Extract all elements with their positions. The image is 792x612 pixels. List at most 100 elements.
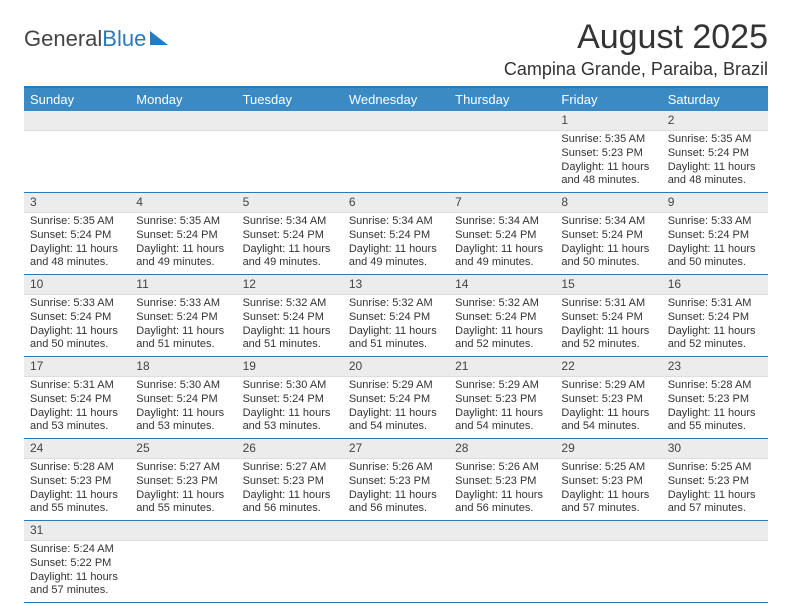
day-line-sr: Sunrise: 5:32 AM bbox=[243, 297, 337, 311]
calendar-cell: 2Sunrise: 5:35 AMSunset: 5:24 PMDaylight… bbox=[662, 111, 768, 193]
day-number: 14 bbox=[449, 275, 555, 295]
day-number bbox=[449, 111, 555, 131]
day-line-d1: Daylight: 11 hours bbox=[668, 161, 762, 175]
day-number: 28 bbox=[449, 439, 555, 459]
day-line-ss: Sunset: 5:24 PM bbox=[30, 311, 124, 325]
day-line-d2: and 53 minutes. bbox=[243, 420, 337, 434]
day-line-sr: Sunrise: 5:32 AM bbox=[455, 297, 549, 311]
calendar-cell: 27Sunrise: 5:26 AMSunset: 5:23 PMDayligh… bbox=[343, 439, 449, 521]
day-line-ss: Sunset: 5:24 PM bbox=[243, 393, 337, 407]
day-line-d1: Daylight: 11 hours bbox=[30, 243, 124, 257]
calendar-cell bbox=[555, 521, 661, 603]
day-line-ss: Sunset: 5:24 PM bbox=[136, 311, 230, 325]
month-title: August 2025 bbox=[504, 18, 768, 57]
day-line-ss: Sunset: 5:23 PM bbox=[561, 393, 655, 407]
day-number: 1 bbox=[555, 111, 661, 131]
column-header: Tuesday bbox=[237, 88, 343, 111]
day-line-sr: Sunrise: 5:33 AM bbox=[30, 297, 124, 311]
day-line-ss: Sunset: 5:22 PM bbox=[30, 557, 124, 571]
day-line-d2: and 52 minutes. bbox=[668, 338, 762, 352]
calendar-cell bbox=[237, 111, 343, 193]
page-header: GeneralBlue August 2025 Campina Grande, … bbox=[24, 18, 768, 80]
day-details: Sunrise: 5:31 AMSunset: 5:24 PMDaylight:… bbox=[555, 295, 661, 356]
day-line-sr: Sunrise: 5:31 AM bbox=[668, 297, 762, 311]
day-details: Sunrise: 5:31 AMSunset: 5:24 PMDaylight:… bbox=[24, 377, 130, 438]
day-details: Sunrise: 5:33 AMSunset: 5:24 PMDaylight:… bbox=[130, 295, 236, 356]
day-line-d1: Daylight: 11 hours bbox=[349, 325, 443, 339]
calendar-cell bbox=[343, 111, 449, 193]
logo: GeneralBlue bbox=[24, 18, 168, 52]
day-details: Sunrise: 5:33 AMSunset: 5:24 PMDaylight:… bbox=[24, 295, 130, 356]
day-line-ss: Sunset: 5:23 PM bbox=[455, 393, 549, 407]
calendar-cell: 23Sunrise: 5:28 AMSunset: 5:23 PMDayligh… bbox=[662, 357, 768, 439]
day-line-sr: Sunrise: 5:27 AM bbox=[243, 461, 337, 475]
day-line-d1: Daylight: 11 hours bbox=[349, 489, 443, 503]
calendar-row: 3Sunrise: 5:35 AMSunset: 5:24 PMDaylight… bbox=[24, 193, 768, 275]
calendar-cell: 9Sunrise: 5:33 AMSunset: 5:24 PMDaylight… bbox=[662, 193, 768, 275]
day-line-d2: and 57 minutes. bbox=[561, 502, 655, 516]
day-number bbox=[343, 111, 449, 131]
calendar-cell: 22Sunrise: 5:29 AMSunset: 5:23 PMDayligh… bbox=[555, 357, 661, 439]
day-line-ss: Sunset: 5:23 PM bbox=[136, 475, 230, 489]
day-line-d1: Daylight: 11 hours bbox=[243, 407, 337, 421]
day-line-d1: Daylight: 11 hours bbox=[30, 325, 124, 339]
calendar-cell: 4Sunrise: 5:35 AMSunset: 5:24 PMDaylight… bbox=[130, 193, 236, 275]
day-number: 7 bbox=[449, 193, 555, 213]
day-line-sr: Sunrise: 5:34 AM bbox=[561, 215, 655, 229]
calendar-cell: 20Sunrise: 5:29 AMSunset: 5:24 PMDayligh… bbox=[343, 357, 449, 439]
day-line-d1: Daylight: 11 hours bbox=[668, 489, 762, 503]
calendar-cell: 29Sunrise: 5:25 AMSunset: 5:23 PMDayligh… bbox=[555, 439, 661, 521]
day-number: 31 bbox=[24, 521, 130, 541]
day-line-d1: Daylight: 11 hours bbox=[561, 489, 655, 503]
day-number: 22 bbox=[555, 357, 661, 377]
calendar-cell bbox=[130, 521, 236, 603]
column-header: Sunday bbox=[24, 88, 130, 111]
calendar-cell: 3Sunrise: 5:35 AMSunset: 5:24 PMDaylight… bbox=[24, 193, 130, 275]
day-line-d1: Daylight: 11 hours bbox=[561, 243, 655, 257]
day-line-ss: Sunset: 5:23 PM bbox=[668, 475, 762, 489]
day-line-d2: and 52 minutes. bbox=[561, 338, 655, 352]
day-line-d1: Daylight: 11 hours bbox=[349, 243, 443, 257]
calendar-cell bbox=[130, 111, 236, 193]
day-line-d2: and 48 minutes. bbox=[668, 174, 762, 188]
calendar-cell: 8Sunrise: 5:34 AMSunset: 5:24 PMDaylight… bbox=[555, 193, 661, 275]
day-number: 2 bbox=[662, 111, 768, 131]
day-line-d1: Daylight: 11 hours bbox=[243, 243, 337, 257]
calendar-cell: 24Sunrise: 5:28 AMSunset: 5:23 PMDayligh… bbox=[24, 439, 130, 521]
day-line-ss: Sunset: 5:24 PM bbox=[455, 311, 549, 325]
day-number bbox=[237, 521, 343, 541]
calendar-row: 17Sunrise: 5:31 AMSunset: 5:24 PMDayligh… bbox=[24, 357, 768, 439]
calendar-cell bbox=[449, 111, 555, 193]
day-line-ss: Sunset: 5:24 PM bbox=[561, 229, 655, 243]
day-number: 19 bbox=[237, 357, 343, 377]
day-details: Sunrise: 5:27 AMSunset: 5:23 PMDaylight:… bbox=[237, 459, 343, 520]
day-line-d2: and 50 minutes. bbox=[30, 338, 124, 352]
calendar-cell: 28Sunrise: 5:26 AMSunset: 5:23 PMDayligh… bbox=[449, 439, 555, 521]
day-details: Sunrise: 5:27 AMSunset: 5:23 PMDaylight:… bbox=[130, 459, 236, 520]
day-number: 12 bbox=[237, 275, 343, 295]
day-line-sr: Sunrise: 5:34 AM bbox=[455, 215, 549, 229]
day-line-d1: Daylight: 11 hours bbox=[136, 243, 230, 257]
day-details: Sunrise: 5:34 AMSunset: 5:24 PMDaylight:… bbox=[237, 213, 343, 274]
day-number: 17 bbox=[24, 357, 130, 377]
day-line-ss: Sunset: 5:24 PM bbox=[30, 393, 124, 407]
calendar-cell bbox=[343, 521, 449, 603]
location-subtitle: Campina Grande, Paraiba, Brazil bbox=[504, 59, 768, 80]
calendar-cell: 16Sunrise: 5:31 AMSunset: 5:24 PMDayligh… bbox=[662, 275, 768, 357]
logo-part2: Blue bbox=[102, 26, 146, 51]
day-number: 25 bbox=[130, 439, 236, 459]
day-details: Sunrise: 5:25 AMSunset: 5:23 PMDaylight:… bbox=[662, 459, 768, 520]
day-details: Sunrise: 5:35 AMSunset: 5:24 PMDaylight:… bbox=[130, 213, 236, 274]
day-line-sr: Sunrise: 5:35 AM bbox=[30, 215, 124, 229]
day-details: Sunrise: 5:33 AMSunset: 5:24 PMDaylight:… bbox=[662, 213, 768, 274]
day-line-ss: Sunset: 5:24 PM bbox=[136, 393, 230, 407]
day-line-sr: Sunrise: 5:34 AM bbox=[349, 215, 443, 229]
calendar-cell bbox=[449, 521, 555, 603]
day-number bbox=[130, 111, 236, 131]
column-header: Wednesday bbox=[343, 88, 449, 111]
day-number: 24 bbox=[24, 439, 130, 459]
day-line-ss: Sunset: 5:23 PM bbox=[243, 475, 337, 489]
day-line-sr: Sunrise: 5:26 AM bbox=[349, 461, 443, 475]
column-header: Friday bbox=[555, 88, 661, 111]
day-line-d1: Daylight: 11 hours bbox=[243, 325, 337, 339]
